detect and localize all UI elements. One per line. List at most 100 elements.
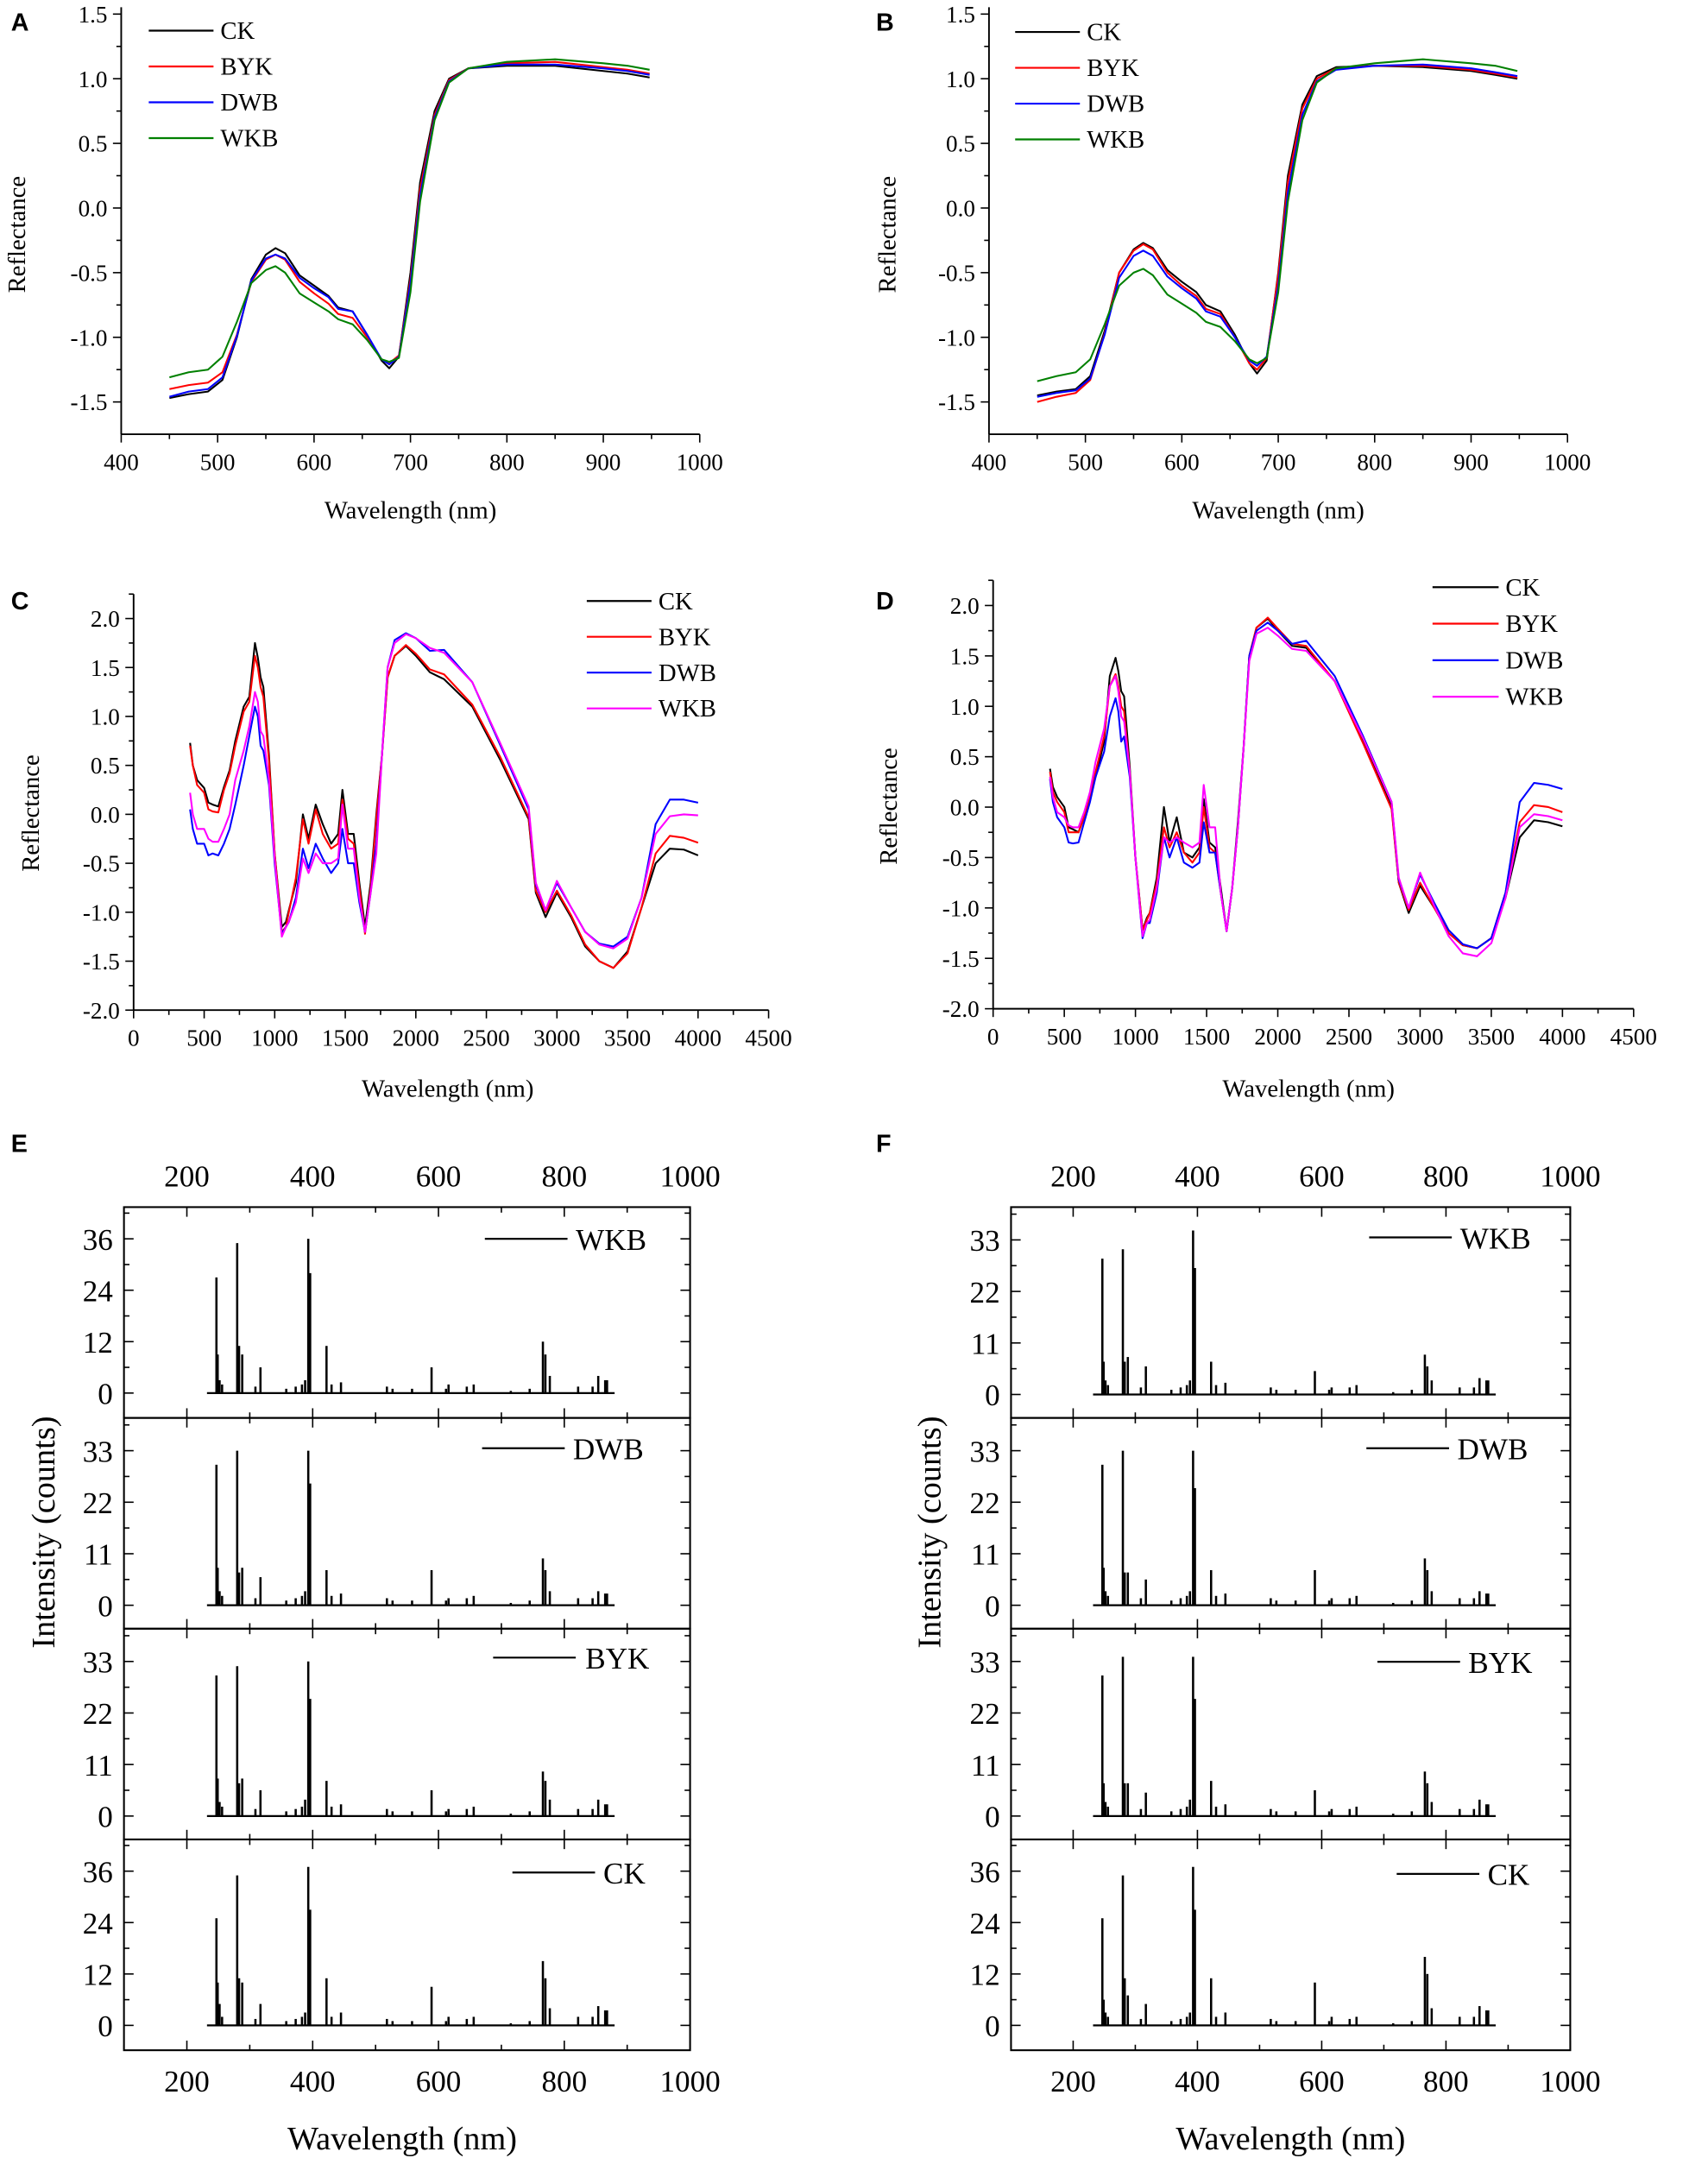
y-tick-label: 36 [83,1855,113,1889]
x-tick-label: 700 [1261,450,1296,476]
y-tick-label: -1.5 [938,389,975,415]
y-axis-label: Reflectance [874,176,902,293]
y-tick-label: 0 [98,1378,113,1411]
series-line-wkb [1037,58,1518,382]
subplot-ck: 0 12 24 36 CK [83,1838,691,2052]
y-tick-label: 1.0 [946,66,975,92]
subplot-byk: 0 11 22 33 BYK [83,1627,691,1841]
x-tick-label: 4000 [1539,1024,1585,1050]
x-tick-label: 2500 [1326,1024,1372,1050]
legend-label: CK [1505,574,1540,602]
x-tick-label: 0 [128,1025,140,1051]
y-tick-label: 0.0 [79,196,108,222]
top-x-tick-label: 200 [1050,1159,1096,1193]
x-tick-label: 1500 [1183,1024,1230,1050]
legend-label: WKB [1087,126,1144,154]
x-axis-label: Wavelength (nm) [362,1076,533,1103]
y-tick-label: 22 [970,1276,1000,1309]
legend-label: WKB [576,1223,646,1257]
y-tick-label: -0.5 [942,845,980,871]
y-tick-label: 0.5 [79,131,108,157]
y-tick-label: 0 [985,1589,1000,1623]
x-tick-label: 1000 [1544,450,1591,476]
legend-label: DWB [659,659,716,687]
top-x-tick-label: 800 [541,1159,587,1193]
y-axis-label: Reflectance [17,754,45,872]
y-tick-label: 0 [98,1589,113,1623]
x-tick-label: 600 [416,2065,462,2098]
x-tick-label: 1500 [322,1025,369,1051]
y-tick-label: 36 [970,1855,1000,1889]
y-tick-label: 1.5 [91,655,120,681]
x-tick-label: 700 [393,450,428,476]
top-x-tick-label: 1000 [1540,1159,1600,1193]
x-tick-label: 2000 [1254,1024,1301,1050]
y-tick-label: 11 [971,1328,1000,1361]
x-tick-label: 600 [297,450,332,476]
legend-label: BYK [220,54,273,81]
figure-layer: A 400 500 600 700 800 900 1000 -1.5 -1.0 -0.5 0.0 0.… [3,2,1657,2157]
y-tick-label: 1.5 [79,2,108,28]
y-tick-label: 33 [970,1435,1000,1468]
y-tick-label: 12 [970,1959,1000,1992]
y-tick-label: 0.0 [946,196,975,222]
panel-letter: D [876,588,894,615]
top-x-tick-label: 1000 [659,1159,720,1193]
panel-a: A 400 500 600 700 800 900 1000 -1.5 -1.0 -0.5 0.0 0.… [3,2,723,525]
y-axis-label: Intensity (counts) [911,1417,948,1649]
x-tick-label: 500 [1047,1024,1082,1050]
legend-label: BYK [659,623,711,651]
x-tick-label: 900 [586,450,621,476]
top-x-tick-label: 400 [1175,1159,1220,1193]
x-tick-label: 200 [1050,2065,1096,2098]
legend-label: CK [220,17,255,45]
y-tick-label: 1.5 [946,2,975,28]
y-tick-label: -1.0 [942,895,980,921]
series-line-ck [189,641,699,969]
series-line-wkb [189,633,698,950]
x-tick-label: 400 [1175,2065,1220,2098]
x-tick-label: 1000 [659,2065,720,2098]
subplot-wkb: 0 12 24 36 WKB [83,1206,691,1419]
panel-c: C 0 500 1000 1500 2000 2500 3000 3500 4000 4500 -2.… [11,588,792,1103]
x-axis-label: Wavelength (nm) [1222,1076,1394,1103]
legend-label: DWB [1458,1432,1528,1466]
legend-label: WKB [1505,684,1563,711]
legend-label: CK [1087,19,1121,47]
x-tick-label: 800 [1357,450,1392,476]
panel-letter: A [11,9,29,36]
legend-label: WKB [659,695,716,722]
y-tick-label: -1.5 [71,389,108,415]
y-tick-label: 1.0 [79,66,108,92]
y-tick-label: 11 [84,1538,113,1572]
x-tick-label: 400 [972,450,1007,476]
panel-d: D 0 500 1000 1500 2000 2500 3000 3500 4000 4500 -2.… [875,574,1657,1103]
subplot-frame [1010,1838,1572,2052]
x-tick-label: 500 [1068,450,1103,476]
top-x-tick-label: 600 [416,1159,462,1193]
legend-label: BYK [1505,610,1558,638]
legend-label: CK [1488,1858,1530,1892]
subplot-frame [123,1838,691,2052]
y-tick-label: 24 [83,1274,113,1308]
y-tick-label: 33 [970,1224,1000,1258]
x-tick-label: 1000 [251,1025,298,1051]
panel-letter: C [11,588,29,615]
y-tick-label: 0.0 [91,802,120,828]
x-tick-label: 4500 [745,1025,791,1051]
x-tick-label: 600 [1299,2065,1345,2098]
subplot-dwb: 0 11 22 33 DWB [83,1417,691,1630]
series-line-byk [189,644,699,969]
x-axis-label: Wavelength (nm) [287,2121,517,2157]
x-tick-label: 800 [489,450,525,476]
y-tick-label: 22 [970,1486,1000,1520]
y-tick-label: 11 [84,1749,113,1783]
y-tick-label: 1.0 [950,694,980,720]
legend-label: DWB [1505,647,1563,674]
y-tick-label: 36 [83,1223,113,1257]
panel-letter: E [11,1131,28,1158]
series-line-wkb [169,58,650,379]
y-tick-label: -0.5 [83,851,120,877]
x-tick-label: 3500 [1468,1024,1515,1050]
x-tick-label: 2500 [463,1025,509,1051]
